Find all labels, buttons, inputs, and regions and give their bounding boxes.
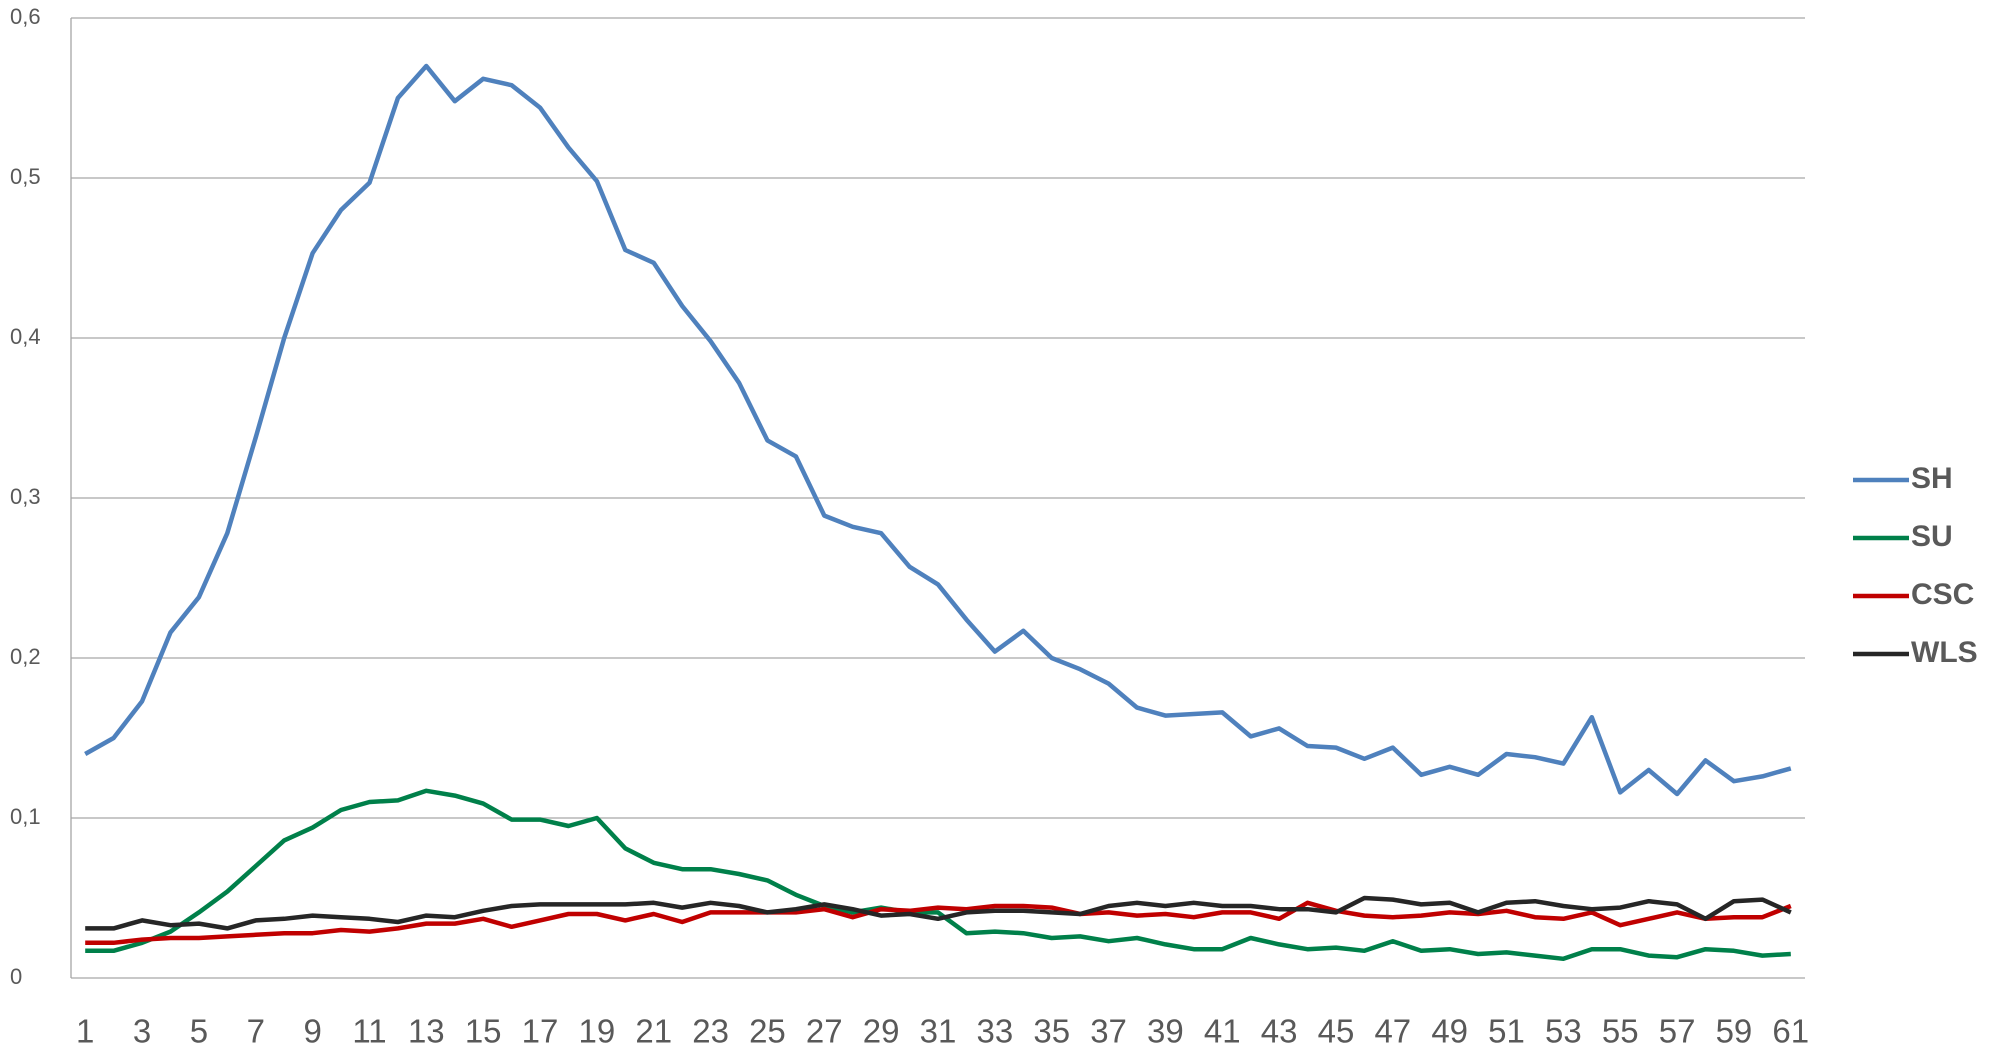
series-line bbox=[85, 900, 1792, 946]
y-tick-label: 0,1 bbox=[10, 804, 41, 829]
x-tick-label: 19 bbox=[579, 1013, 616, 1050]
x-tick-label: 7 bbox=[247, 1013, 265, 1050]
y-tick-label: 0,4 bbox=[10, 324, 41, 349]
x-tick-label: 23 bbox=[692, 1013, 729, 1050]
x-tick-label: 49 bbox=[1431, 1013, 1468, 1050]
y-tick-label: 0,3 bbox=[10, 484, 41, 509]
legend-label: CSC bbox=[1911, 578, 1974, 611]
series-line bbox=[85, 895, 1792, 931]
x-tick-label: 59 bbox=[1716, 1013, 1753, 1050]
x-tick-label: 9 bbox=[303, 1013, 321, 1050]
x-tick-label: 47 bbox=[1374, 1013, 1411, 1050]
x-tick-label: 61 bbox=[1772, 1013, 1809, 1050]
x-tick-label: 11 bbox=[352, 1013, 386, 1050]
x-tick-label: 43 bbox=[1261, 1013, 1298, 1050]
x-tick-label: 35 bbox=[1033, 1013, 1070, 1050]
x-tick-label: 27 bbox=[806, 1013, 843, 1050]
x-tick-label: 45 bbox=[1318, 1013, 1355, 1050]
x-tick-label: 15 bbox=[465, 1013, 502, 1050]
y-tick-label: 0,6 bbox=[10, 4, 41, 29]
x-tick-label: 37 bbox=[1090, 1013, 1127, 1050]
x-tick-label: 3 bbox=[133, 1013, 151, 1050]
y-tick-label: 0,2 bbox=[10, 644, 41, 669]
x-tick-label: 51 bbox=[1488, 1013, 1525, 1050]
x-tick-label: 13 bbox=[408, 1013, 445, 1050]
x-tick-label: 57 bbox=[1659, 1013, 1696, 1050]
series-line bbox=[85, 788, 1791, 962]
x-tick-label: 5 bbox=[190, 1013, 208, 1050]
x-tick-label: 55 bbox=[1602, 1013, 1639, 1050]
x-tick-label: 33 bbox=[976, 1013, 1013, 1050]
legend-label: SH bbox=[1911, 462, 1953, 495]
y-tick-label: 0 bbox=[10, 964, 22, 989]
x-tick-label: 29 bbox=[863, 1013, 900, 1050]
y-tick-label: 0,5 bbox=[10, 164, 41, 189]
x-tick-label: 17 bbox=[522, 1013, 559, 1050]
x-tick-label: 25 bbox=[749, 1013, 786, 1050]
legend-label: SU bbox=[1911, 520, 1953, 553]
x-tick-label: 53 bbox=[1545, 1013, 1582, 1050]
series-line bbox=[84, 63, 1792, 797]
x-tick-label: 41 bbox=[1204, 1013, 1241, 1050]
legend-label: WLS bbox=[1911, 636, 1978, 669]
x-tick-label: 1 bbox=[76, 1013, 94, 1050]
x-tick-label: 39 bbox=[1147, 1013, 1184, 1050]
x-tick-label: 31 bbox=[920, 1013, 957, 1050]
x-tick-label: 21 bbox=[635, 1013, 672, 1050]
